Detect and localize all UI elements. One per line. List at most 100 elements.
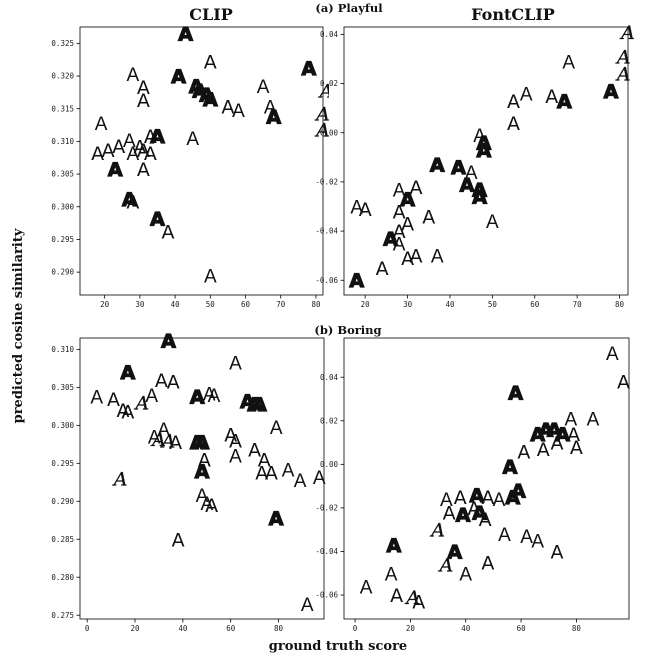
x-tick-label: 30 <box>135 300 145 309</box>
data-point-glyph: A <box>155 370 168 392</box>
data-point-glyph: A <box>265 462 278 484</box>
data-point-glyph: A <box>137 90 150 112</box>
y-tick-label: 0.275 <box>51 611 74 620</box>
data-point-glyph: A <box>530 424 545 446</box>
y-tick-label: -0.02 <box>315 177 338 186</box>
column-title-clip: CLIP <box>189 5 233 24</box>
data-point-glyph: A <box>531 532 544 553</box>
data-point-glyph: A <box>459 564 472 585</box>
data-point-glyph: A <box>121 402 134 424</box>
data-point-glyph: A <box>112 469 128 491</box>
data-point-glyph: A <box>282 460 295 481</box>
data-point-glyph: A <box>604 81 619 103</box>
data-point-glyph: A <box>107 389 120 411</box>
data-point-glyph: A <box>229 447 242 468</box>
y-tick-label: 0.02 <box>320 79 338 88</box>
data-point-glyph: A <box>460 174 475 196</box>
y-tick-label: 0.290 <box>51 497 74 506</box>
data-point-glyph: A <box>615 64 631 86</box>
data-point-glyph: A <box>252 394 267 416</box>
data-point-glyph: A <box>555 424 570 446</box>
data-point-glyph: A <box>192 80 207 102</box>
data-point-glyph: A <box>247 394 262 416</box>
data-point-glyph: A <box>481 552 494 574</box>
data-point-glyph: A <box>385 564 398 585</box>
data-point-glyph: A <box>190 386 205 408</box>
data-point-glyph: A <box>430 155 445 177</box>
data-point-glyph: A <box>196 486 209 507</box>
data-point-glyph: A <box>269 508 284 530</box>
data-point-glyph: A <box>204 52 217 74</box>
data-point-glyph: A <box>257 77 270 98</box>
data-point-glyph: A <box>619 22 635 44</box>
data-point-glyph: A <box>148 428 161 449</box>
data-point-glyph: A <box>189 76 204 98</box>
data-point-glyph: A <box>240 391 255 413</box>
data-point-glyph: A <box>429 520 445 542</box>
data-point-glyph: A <box>562 52 575 73</box>
y-tick-label: 0.300 <box>51 421 74 430</box>
data-point-glyph: A <box>443 502 456 524</box>
y-tick-label: -0.06 <box>315 276 338 285</box>
data-point-glyph: A <box>472 187 487 209</box>
data-point-glyph: A <box>248 440 261 462</box>
data-point-glyph: A <box>229 353 242 374</box>
x-tick-label: 80 <box>311 300 321 309</box>
x-tick-label: 20 <box>131 624 141 633</box>
data-point-glyph: A <box>587 410 600 431</box>
data-point-glyph: A <box>390 585 403 607</box>
data-point-glyph: A <box>479 509 492 531</box>
data-point-glyph: A <box>205 495 218 517</box>
y-tick-label: 0.320 <box>51 72 74 81</box>
data-point-glyph: A <box>195 461 210 483</box>
data-point-glyph: A <box>199 84 214 106</box>
panel-boring-fontclip: 0 20 40 60 80-0.06-0.04-0.020.000.020.04AAAA… <box>315 337 630 633</box>
y-tick-label: 0.04 <box>320 30 339 39</box>
data-point-glyph: A <box>567 424 580 446</box>
data-point-glyph: A <box>412 592 425 614</box>
y-tick-label: 0.310 <box>51 137 74 146</box>
data-point-glyph: A <box>255 462 268 484</box>
x-tick-label: 50 <box>488 300 498 309</box>
y-tick-label: 0.305 <box>51 383 74 392</box>
data-point-glyph: A <box>122 189 137 211</box>
data-point-glyph: A <box>160 431 176 453</box>
data-point-glyph: A <box>472 502 487 524</box>
data-point-glyph: A <box>431 247 444 268</box>
data-point-glyph: A <box>126 192 139 214</box>
data-point-glyph: A <box>469 485 484 507</box>
data-point-glyph: A <box>123 131 136 152</box>
data-point-glyph: A <box>615 47 631 69</box>
data-point-glyph: A <box>507 91 520 113</box>
data-point-glyph: A <box>468 498 481 520</box>
y-tick-label: 0.280 <box>51 573 74 582</box>
data-point-glyph: A <box>451 157 466 179</box>
data-point-glyph: A <box>410 246 423 268</box>
data-point-glyph: A <box>108 159 123 181</box>
data-point-glyph: A <box>383 228 398 250</box>
data-point-glyph: A <box>410 177 423 199</box>
data-point-glyph: A <box>224 424 237 446</box>
data-point-glyph: A <box>493 490 506 511</box>
data-point-glyph: A <box>570 437 583 459</box>
data-point-glyph: A <box>137 159 150 181</box>
data-point-glyph: A <box>150 209 165 231</box>
data-point-glyph: A <box>508 382 523 404</box>
x-tick-label: 20 <box>361 300 371 309</box>
y-tick-label: 0.305 <box>51 170 74 179</box>
data-point-glyph: A <box>472 179 487 201</box>
x-tick-label: 40 <box>178 624 188 633</box>
x-tick-label: 70 <box>276 300 286 309</box>
x-tick-label: 40 <box>445 300 455 309</box>
data-point-glyph: A <box>150 429 166 451</box>
data-point-glyph: A <box>606 344 619 365</box>
data-point-glyph: A <box>95 114 108 135</box>
data-point-glyph: A <box>161 330 176 352</box>
data-point-glyph: A <box>422 206 435 228</box>
data-point-glyph: A <box>359 199 372 221</box>
data-point-glyph: A <box>195 432 210 454</box>
row-title-playful: (a) Playful <box>315 1 383 15</box>
x-tick-label: 20 <box>100 300 110 309</box>
x-tick-label: 0 <box>85 624 90 633</box>
